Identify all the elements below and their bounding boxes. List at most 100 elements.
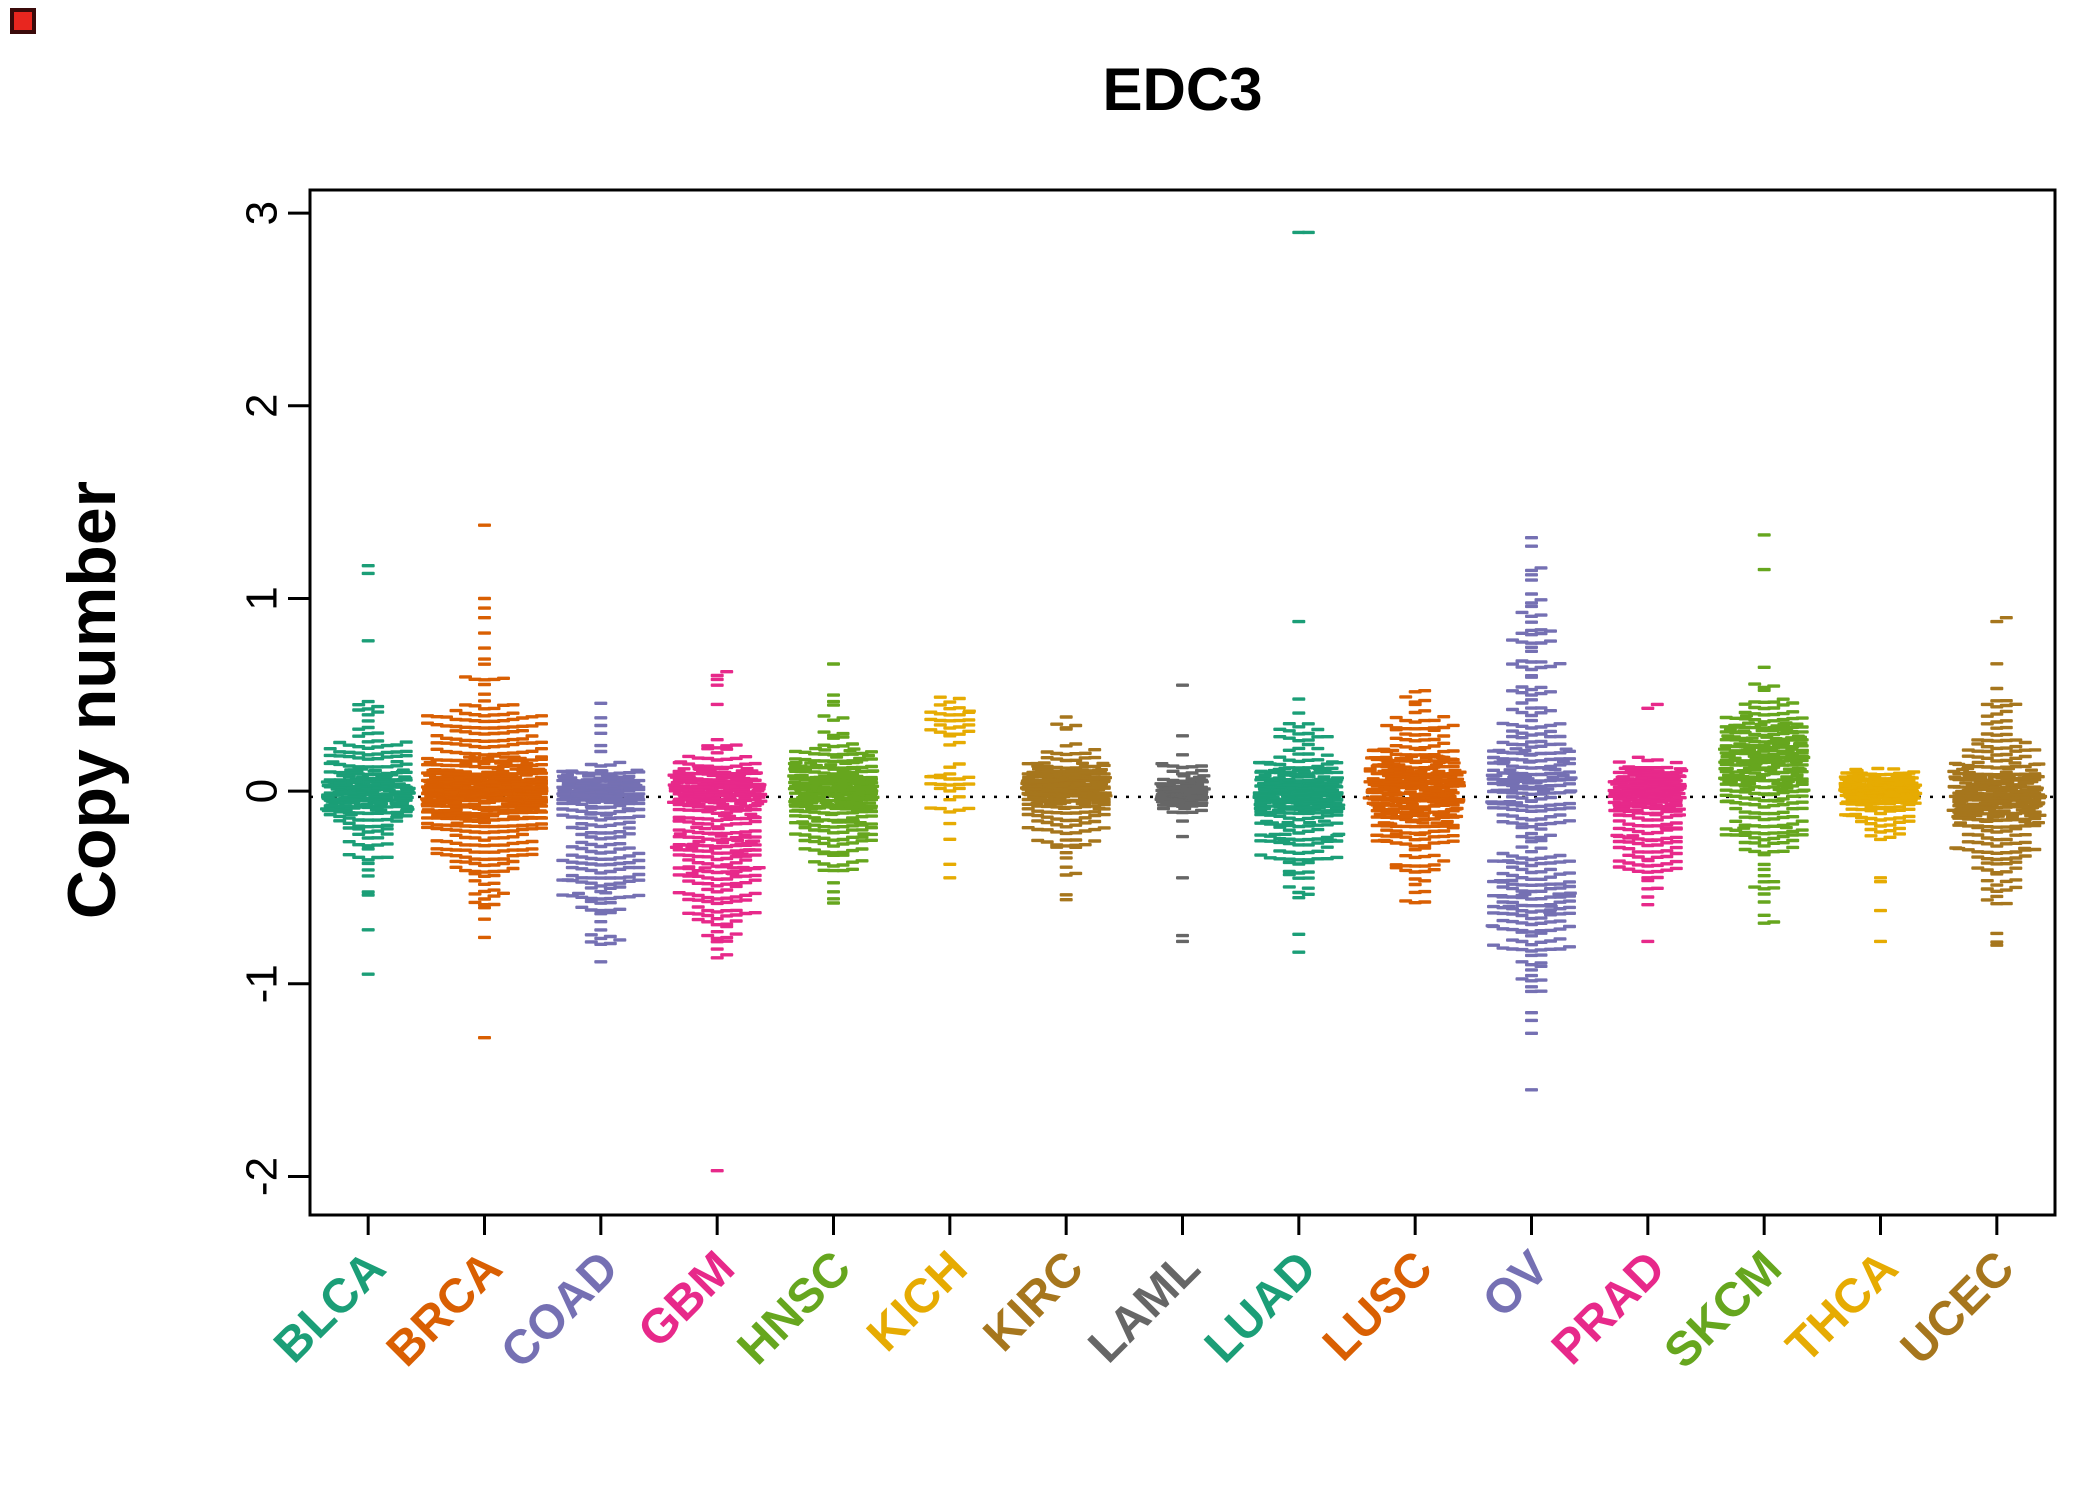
point-dash [1301, 876, 1315, 880]
point-dash [565, 825, 579, 830]
point-dash [729, 932, 743, 936]
point-dash [565, 873, 579, 878]
point-dash [1059, 726, 1073, 730]
point-dash [1292, 746, 1306, 751]
point-dash [1282, 869, 1296, 874]
point-dash [390, 743, 404, 747]
point-dash [1534, 628, 1548, 632]
point-dash [361, 928, 375, 932]
point-dash [962, 782, 976, 786]
point-dash [1630, 808, 1644, 812]
point-dash [1534, 706, 1548, 710]
point-dash [682, 754, 696, 759]
point-dash [1301, 722, 1315, 726]
point-dash [1389, 752, 1403, 756]
point-dash [557, 791, 571, 796]
point-dash [1669, 821, 1683, 825]
point-dash [431, 813, 445, 818]
point-dash [478, 657, 491, 661]
point-dash [399, 749, 413, 754]
point-dash [497, 869, 510, 873]
point-dash [1902, 814, 1916, 819]
point-dash [380, 855, 394, 859]
point-dash [1496, 900, 1510, 904]
point-dash [459, 703, 472, 707]
point-dash [1757, 900, 1771, 904]
point-dash [865, 838, 878, 842]
point-dash [1301, 870, 1315, 874]
point-dash [478, 596, 491, 601]
point-dash [506, 835, 520, 839]
point-dash [1553, 919, 1567, 923]
point-dash [710, 702, 724, 707]
point-dash [1258, 773, 1272, 778]
point-dash [1021, 778, 1035, 783]
point-dash [672, 819, 686, 823]
point-dash [1622, 765, 1636, 769]
point-dash [1553, 662, 1567, 666]
point-dash [1563, 806, 1576, 810]
point-dash [497, 676, 510, 680]
point-dash [449, 717, 463, 722]
point-dash [1076, 761, 1089, 765]
point-dash [1303, 821, 1317, 825]
point-dash [361, 639, 375, 643]
point-dash [943, 772, 957, 776]
point-dash [1563, 819, 1576, 823]
point-dash [789, 832, 802, 836]
point-dash [1728, 749, 1742, 753]
point-dash [794, 764, 808, 768]
point-dash [449, 808, 463, 812]
point-dash [1525, 943, 1538, 947]
point-dash [1496, 927, 1510, 931]
point-dash [326, 760, 340, 764]
point-dash [1552, 892, 1566, 896]
point-dash [421, 714, 434, 718]
point-dash [682, 865, 696, 869]
point-dash [1273, 837, 1287, 841]
point-dash [943, 765, 957, 769]
point-dash [1631, 755, 1645, 759]
point-dash [622, 820, 636, 824]
point-dash [1641, 939, 1655, 944]
point-dash [371, 710, 385, 714]
point-dash [1795, 782, 1809, 786]
swarm-brca [420, 523, 549, 1040]
point-dash [1031, 838, 1045, 843]
point-dash [1301, 230, 1315, 235]
point-dash [396, 768, 410, 772]
swarm-gbm [667, 670, 768, 1173]
point-dash [798, 826, 812, 830]
point-dash [430, 747, 444, 751]
point-dash [1185, 771, 1199, 775]
point-dash [1669, 851, 1683, 856]
point-dash [1612, 760, 1626, 764]
point-dash [1363, 767, 1377, 771]
point-dash [525, 847, 539, 851]
point-dash [1525, 968, 1538, 972]
point-dash [748, 835, 762, 839]
point-dash [1487, 768, 1500, 772]
point-dash [1544, 664, 1557, 669]
point-dash [333, 740, 347, 745]
point-dash [1282, 722, 1296, 726]
point-dash [632, 778, 646, 783]
point-dash [1738, 702, 1752, 706]
point-dash [1791, 766, 1805, 771]
point-dash [729, 919, 743, 923]
point-dash [1399, 868, 1413, 873]
point-dash [1419, 756, 1433, 760]
point-dash [1320, 845, 1334, 849]
point-dash [1095, 768, 1108, 772]
point-dash [672, 843, 686, 847]
point-dash [1534, 961, 1548, 965]
point-dash [1790, 722, 1804, 726]
point-dash [1721, 799, 1735, 803]
point-dash [1748, 885, 1762, 889]
point-dash [1776, 810, 1790, 814]
point-dash [1496, 871, 1510, 876]
point-dash [710, 947, 724, 951]
point-dash [962, 723, 976, 727]
point-dash [1525, 604, 1538, 609]
point-dash [817, 774, 831, 779]
